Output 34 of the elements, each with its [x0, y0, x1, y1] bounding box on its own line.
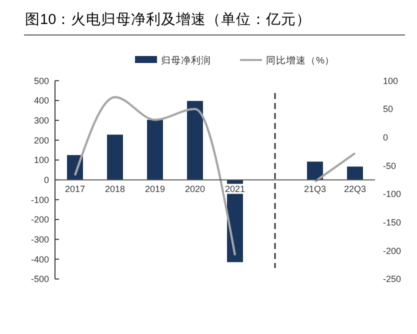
- chart-title: 图10：火电归母净利及增速（单位：亿元）: [25, 11, 312, 28]
- y2-tick-label: -250: [383, 274, 402, 284]
- y2-tick-label: 0: [383, 132, 388, 143]
- y2-tick-label: 100: [383, 76, 398, 86]
- y-tick-label: -100: [30, 194, 49, 205]
- y-tick-label: -500: [30, 274, 49, 284]
- y-tick-label: 300: [34, 116, 49, 126]
- bar: [347, 166, 363, 180]
- bar: [187, 100, 203, 180]
- legend-label: 同比增速（%）: [266, 54, 334, 66]
- y2-tick-label: -150: [383, 217, 402, 228]
- x-tick-label: 2021: [224, 184, 246, 194]
- x-tick-label: 21Q3: [304, 184, 326, 194]
- x-tick-label: 2017: [64, 184, 86, 194]
- y-tick-label: 0: [44, 175, 49, 185]
- bar: [307, 162, 323, 180]
- x-tick-label: 2020: [184, 184, 206, 194]
- y2-tick-label: -100: [383, 189, 402, 200]
- bar: [147, 120, 163, 180]
- y2-tick-label: -200: [383, 246, 402, 256]
- y-tick-label: 100: [34, 155, 49, 166]
- y-tick-label: -300: [30, 234, 49, 244]
- y-tick-label: -200: [30, 214, 49, 225]
- y-tick-label: 400: [34, 96, 49, 106]
- x-tick-label: 2018: [104, 184, 126, 194]
- x-tick-label: 22Q3: [344, 184, 366, 194]
- bar: [107, 134, 123, 180]
- y2-tick-label: -50: [383, 160, 396, 171]
- y-tick-label: 500: [34, 76, 49, 86]
- y2-tick-label: 50: [383, 104, 394, 114]
- legend-label: 归母净利润: [161, 54, 211, 66]
- x-tick-label: 2019: [144, 184, 166, 194]
- y-tick-label: -400: [30, 254, 49, 264]
- y-tick-label: 200: [34, 135, 49, 146]
